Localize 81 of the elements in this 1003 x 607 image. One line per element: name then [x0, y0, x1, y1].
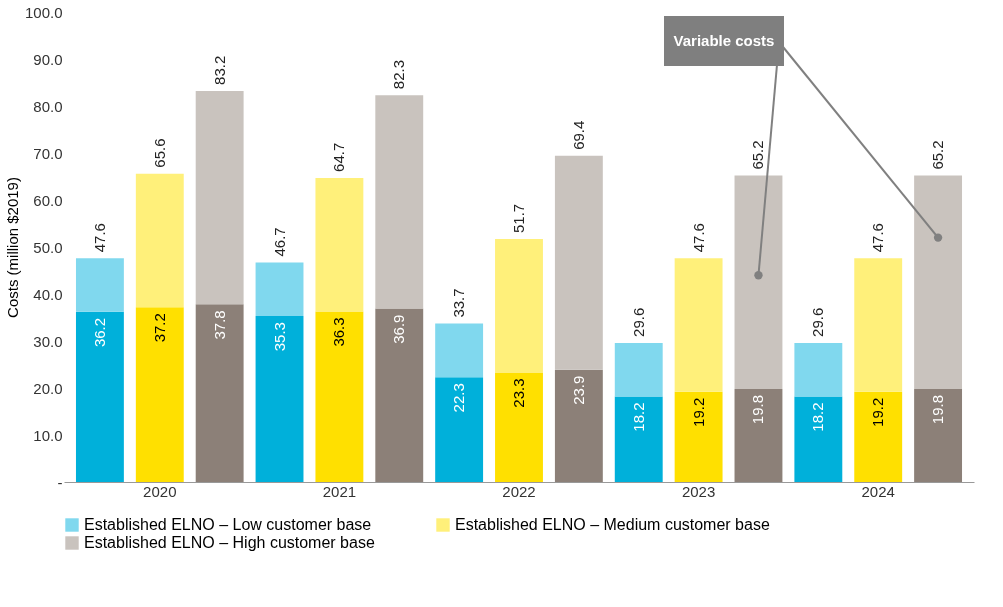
bar	[135, 307, 184, 482]
total-label: 69.4	[569, 120, 587, 150]
total-label: 29.6	[809, 307, 827, 337]
bar	[674, 258, 723, 392]
y-tick-label: 50.0	[33, 238, 63, 256]
bar	[195, 304, 244, 482]
bar	[794, 396, 843, 482]
bar	[375, 95, 424, 309]
y-tick-label: 90.0	[33, 50, 63, 68]
bar	[255, 316, 304, 482]
bar	[914, 388, 963, 482]
data-label: 23.3	[510, 378, 527, 408]
total-label: 46.7	[270, 227, 288, 257]
y-tick-label: 10.0	[33, 426, 63, 444]
bar	[734, 388, 783, 482]
total-label: 83.2	[210, 55, 228, 85]
x-tick-label: 2022	[502, 482, 536, 500]
bar	[75, 258, 124, 312]
total-label: 65.6	[150, 138, 168, 168]
bar	[614, 342, 663, 397]
data-label: 36.3	[330, 317, 348, 347]
y-tick-label: 60.0	[33, 191, 63, 209]
bar	[554, 155, 603, 370]
bar	[495, 239, 543, 373]
data-label: 19.2	[869, 397, 887, 427]
y-tick-label: -	[57, 473, 63, 491]
data-label: 36.9	[390, 314, 408, 344]
bar	[614, 396, 663, 482]
x-tick-label: 2024	[861, 482, 895, 500]
data-label: 37.2	[150, 313, 168, 343]
bar	[734, 175, 783, 389]
y-tick-label: 40.0	[33, 285, 63, 303]
total-label: 47.6	[689, 223, 707, 253]
total-label: 82.3	[390, 59, 408, 90]
bar	[315, 311, 364, 482]
total-label: 51.7	[510, 203, 527, 234]
data-label: 35.3	[270, 322, 288, 352]
bar	[854, 391, 903, 482]
bar	[854, 258, 903, 392]
bar	[135, 173, 184, 308]
total-label: 64.7	[330, 142, 348, 172]
bar	[554, 369, 603, 482]
total-label: 33.7	[450, 288, 468, 318]
legend-label: Established ELNO – Medium customer base	[455, 516, 770, 533]
total-label: 65.2	[929, 140, 947, 170]
data-label: 36.2	[90, 317, 108, 348]
bar	[255, 262, 304, 317]
data-label: 19.8	[929, 394, 947, 425]
bar	[435, 377, 484, 482]
y-tick-label: 80.0	[33, 97, 63, 115]
bar	[435, 323, 484, 378]
total-label: 29.6	[629, 307, 647, 337]
y-tick-label: 30.0	[33, 332, 63, 350]
data-label: 22.3	[450, 383, 468, 413]
data-label: 23.9	[569, 375, 587, 405]
annotation: Variable costs	[673, 32, 775, 49]
data-label: 18.2	[629, 402, 647, 432]
data-label: 37.8	[210, 310, 228, 340]
data-label: 19.2	[689, 397, 707, 427]
bar	[315, 177, 364, 312]
y-tick-label: 70.0	[33, 144, 63, 162]
x-tick-label: 2020	[143, 482, 177, 500]
bar	[375, 308, 424, 482]
y-tick-label: 100.0	[24, 3, 63, 21]
bar	[195, 90, 244, 305]
x-tick-label: 2021	[322, 482, 357, 500]
total-label: 47.6	[869, 223, 887, 253]
bar	[794, 342, 843, 397]
x-tick-label: 2023	[681, 482, 716, 500]
y-axis-title: Costs (million $2019)	[3, 177, 21, 318]
legend-label: Established ELNO – Low customer base	[84, 516, 372, 533]
bar	[674, 391, 723, 482]
data-label: 19.8	[749, 394, 767, 425]
bar	[75, 311, 124, 482]
total-label: 47.6	[90, 223, 108, 253]
bar	[495, 372, 543, 482]
data-label: 18.2	[809, 402, 827, 432]
bar	[914, 175, 963, 389]
legend-label: Established ELNO – High customer base	[84, 534, 375, 551]
y-tick-label: 20.0	[33, 379, 63, 397]
total-label: 65.2	[749, 140, 767, 170]
